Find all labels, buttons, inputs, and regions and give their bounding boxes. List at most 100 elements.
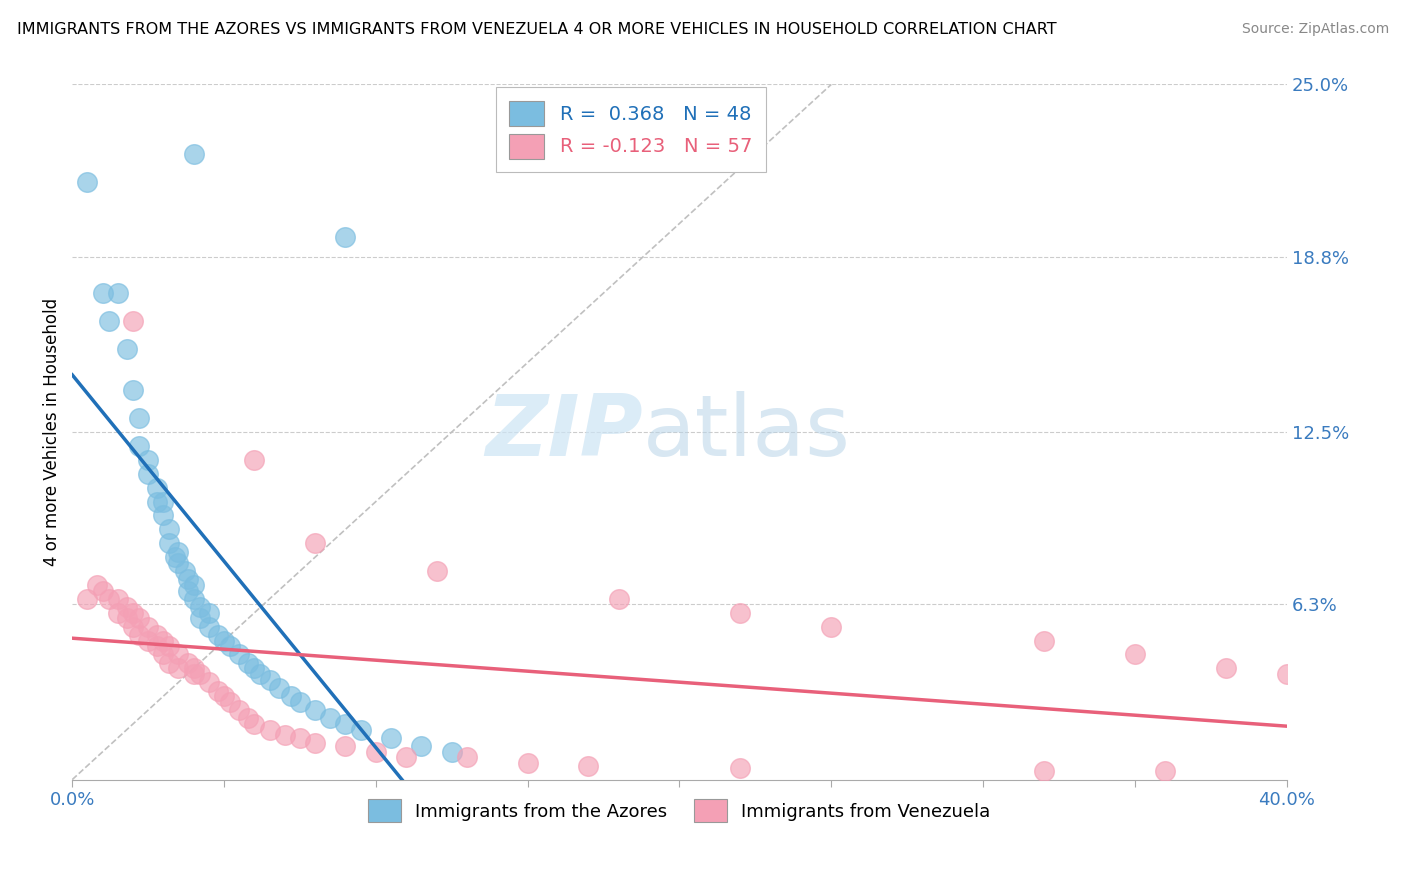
- Point: [146, 481, 169, 495]
- Text: IMMIGRANTS FROM THE AZORES VS IMMIGRANTS FROM VENEZUELA 4 OR MORE VEHICLES IN HO: IMMIGRANTS FROM THE AZORES VS IMMIGRANTS…: [17, 22, 1056, 37]
- Point: [122, 314, 145, 328]
- Point: [207, 628, 229, 642]
- Point: [304, 736, 326, 750]
- Point: [426, 564, 449, 578]
- Text: Source: ZipAtlas.com: Source: ZipAtlas.com: [1241, 22, 1389, 37]
- Point: [259, 723, 281, 737]
- Point: [136, 620, 159, 634]
- Point: [128, 611, 150, 625]
- Point: [122, 606, 145, 620]
- Point: [157, 656, 180, 670]
- Point: [243, 717, 266, 731]
- Point: [97, 591, 120, 606]
- Point: [176, 583, 198, 598]
- Point: [304, 703, 326, 717]
- Point: [152, 648, 174, 662]
- Point: [238, 656, 260, 670]
- Point: [136, 467, 159, 481]
- Point: [136, 453, 159, 467]
- Point: [91, 285, 114, 300]
- Point: [167, 648, 190, 662]
- Point: [167, 661, 190, 675]
- Point: [304, 536, 326, 550]
- Point: [411, 739, 433, 754]
- Point: [440, 745, 463, 759]
- Point: [128, 439, 150, 453]
- Point: [128, 411, 150, 425]
- Point: [607, 591, 630, 606]
- Point: [122, 620, 145, 634]
- Point: [259, 673, 281, 687]
- Point: [395, 750, 418, 764]
- Point: [188, 600, 211, 615]
- Point: [198, 606, 221, 620]
- Point: [115, 611, 138, 625]
- Point: [91, 583, 114, 598]
- Point: [820, 620, 842, 634]
- Point: [152, 494, 174, 508]
- Point: [238, 711, 260, 725]
- Point: [243, 453, 266, 467]
- Point: [183, 661, 205, 675]
- Point: [128, 628, 150, 642]
- Point: [115, 600, 138, 615]
- Point: [173, 564, 195, 578]
- Point: [176, 573, 198, 587]
- Point: [1275, 667, 1298, 681]
- Point: [728, 606, 751, 620]
- Point: [165, 550, 187, 565]
- Point: [728, 762, 751, 776]
- Point: [288, 695, 311, 709]
- Point: [380, 731, 402, 745]
- Point: [219, 639, 242, 653]
- Point: [76, 175, 98, 189]
- Legend: Immigrants from the Azores, Immigrants from Venezuela: Immigrants from the Azores, Immigrants f…: [357, 789, 1001, 833]
- Point: [1032, 633, 1054, 648]
- Point: [249, 667, 271, 681]
- Point: [1032, 764, 1054, 779]
- Point: [188, 611, 211, 625]
- Point: [274, 728, 297, 742]
- Point: [183, 147, 205, 161]
- Point: [146, 628, 169, 642]
- Point: [115, 342, 138, 356]
- Point: [198, 620, 221, 634]
- Text: atlas: atlas: [643, 391, 851, 474]
- Point: [212, 633, 235, 648]
- Point: [335, 739, 357, 754]
- Point: [188, 667, 211, 681]
- Point: [350, 723, 373, 737]
- Point: [176, 656, 198, 670]
- Point: [267, 681, 290, 695]
- Point: [228, 648, 250, 662]
- Point: [335, 717, 357, 731]
- Point: [212, 689, 235, 703]
- Point: [576, 758, 599, 772]
- Point: [146, 639, 169, 653]
- Point: [157, 536, 180, 550]
- Point: [335, 230, 357, 244]
- Point: [516, 756, 538, 770]
- Point: [219, 695, 242, 709]
- Point: [1154, 764, 1177, 779]
- Point: [146, 494, 169, 508]
- Point: [152, 633, 174, 648]
- Point: [183, 667, 205, 681]
- Y-axis label: 4 or more Vehicles in Household: 4 or more Vehicles in Household: [44, 298, 60, 566]
- Point: [122, 384, 145, 398]
- Point: [183, 591, 205, 606]
- Point: [280, 689, 302, 703]
- Point: [243, 661, 266, 675]
- Point: [107, 606, 129, 620]
- Point: [456, 750, 478, 764]
- Point: [364, 745, 387, 759]
- Point: [107, 285, 129, 300]
- Text: ZIP: ZIP: [485, 391, 643, 474]
- Point: [86, 578, 108, 592]
- Point: [157, 522, 180, 536]
- Point: [1215, 661, 1237, 675]
- Point: [167, 556, 190, 570]
- Point: [183, 578, 205, 592]
- Point: [136, 633, 159, 648]
- Point: [319, 711, 342, 725]
